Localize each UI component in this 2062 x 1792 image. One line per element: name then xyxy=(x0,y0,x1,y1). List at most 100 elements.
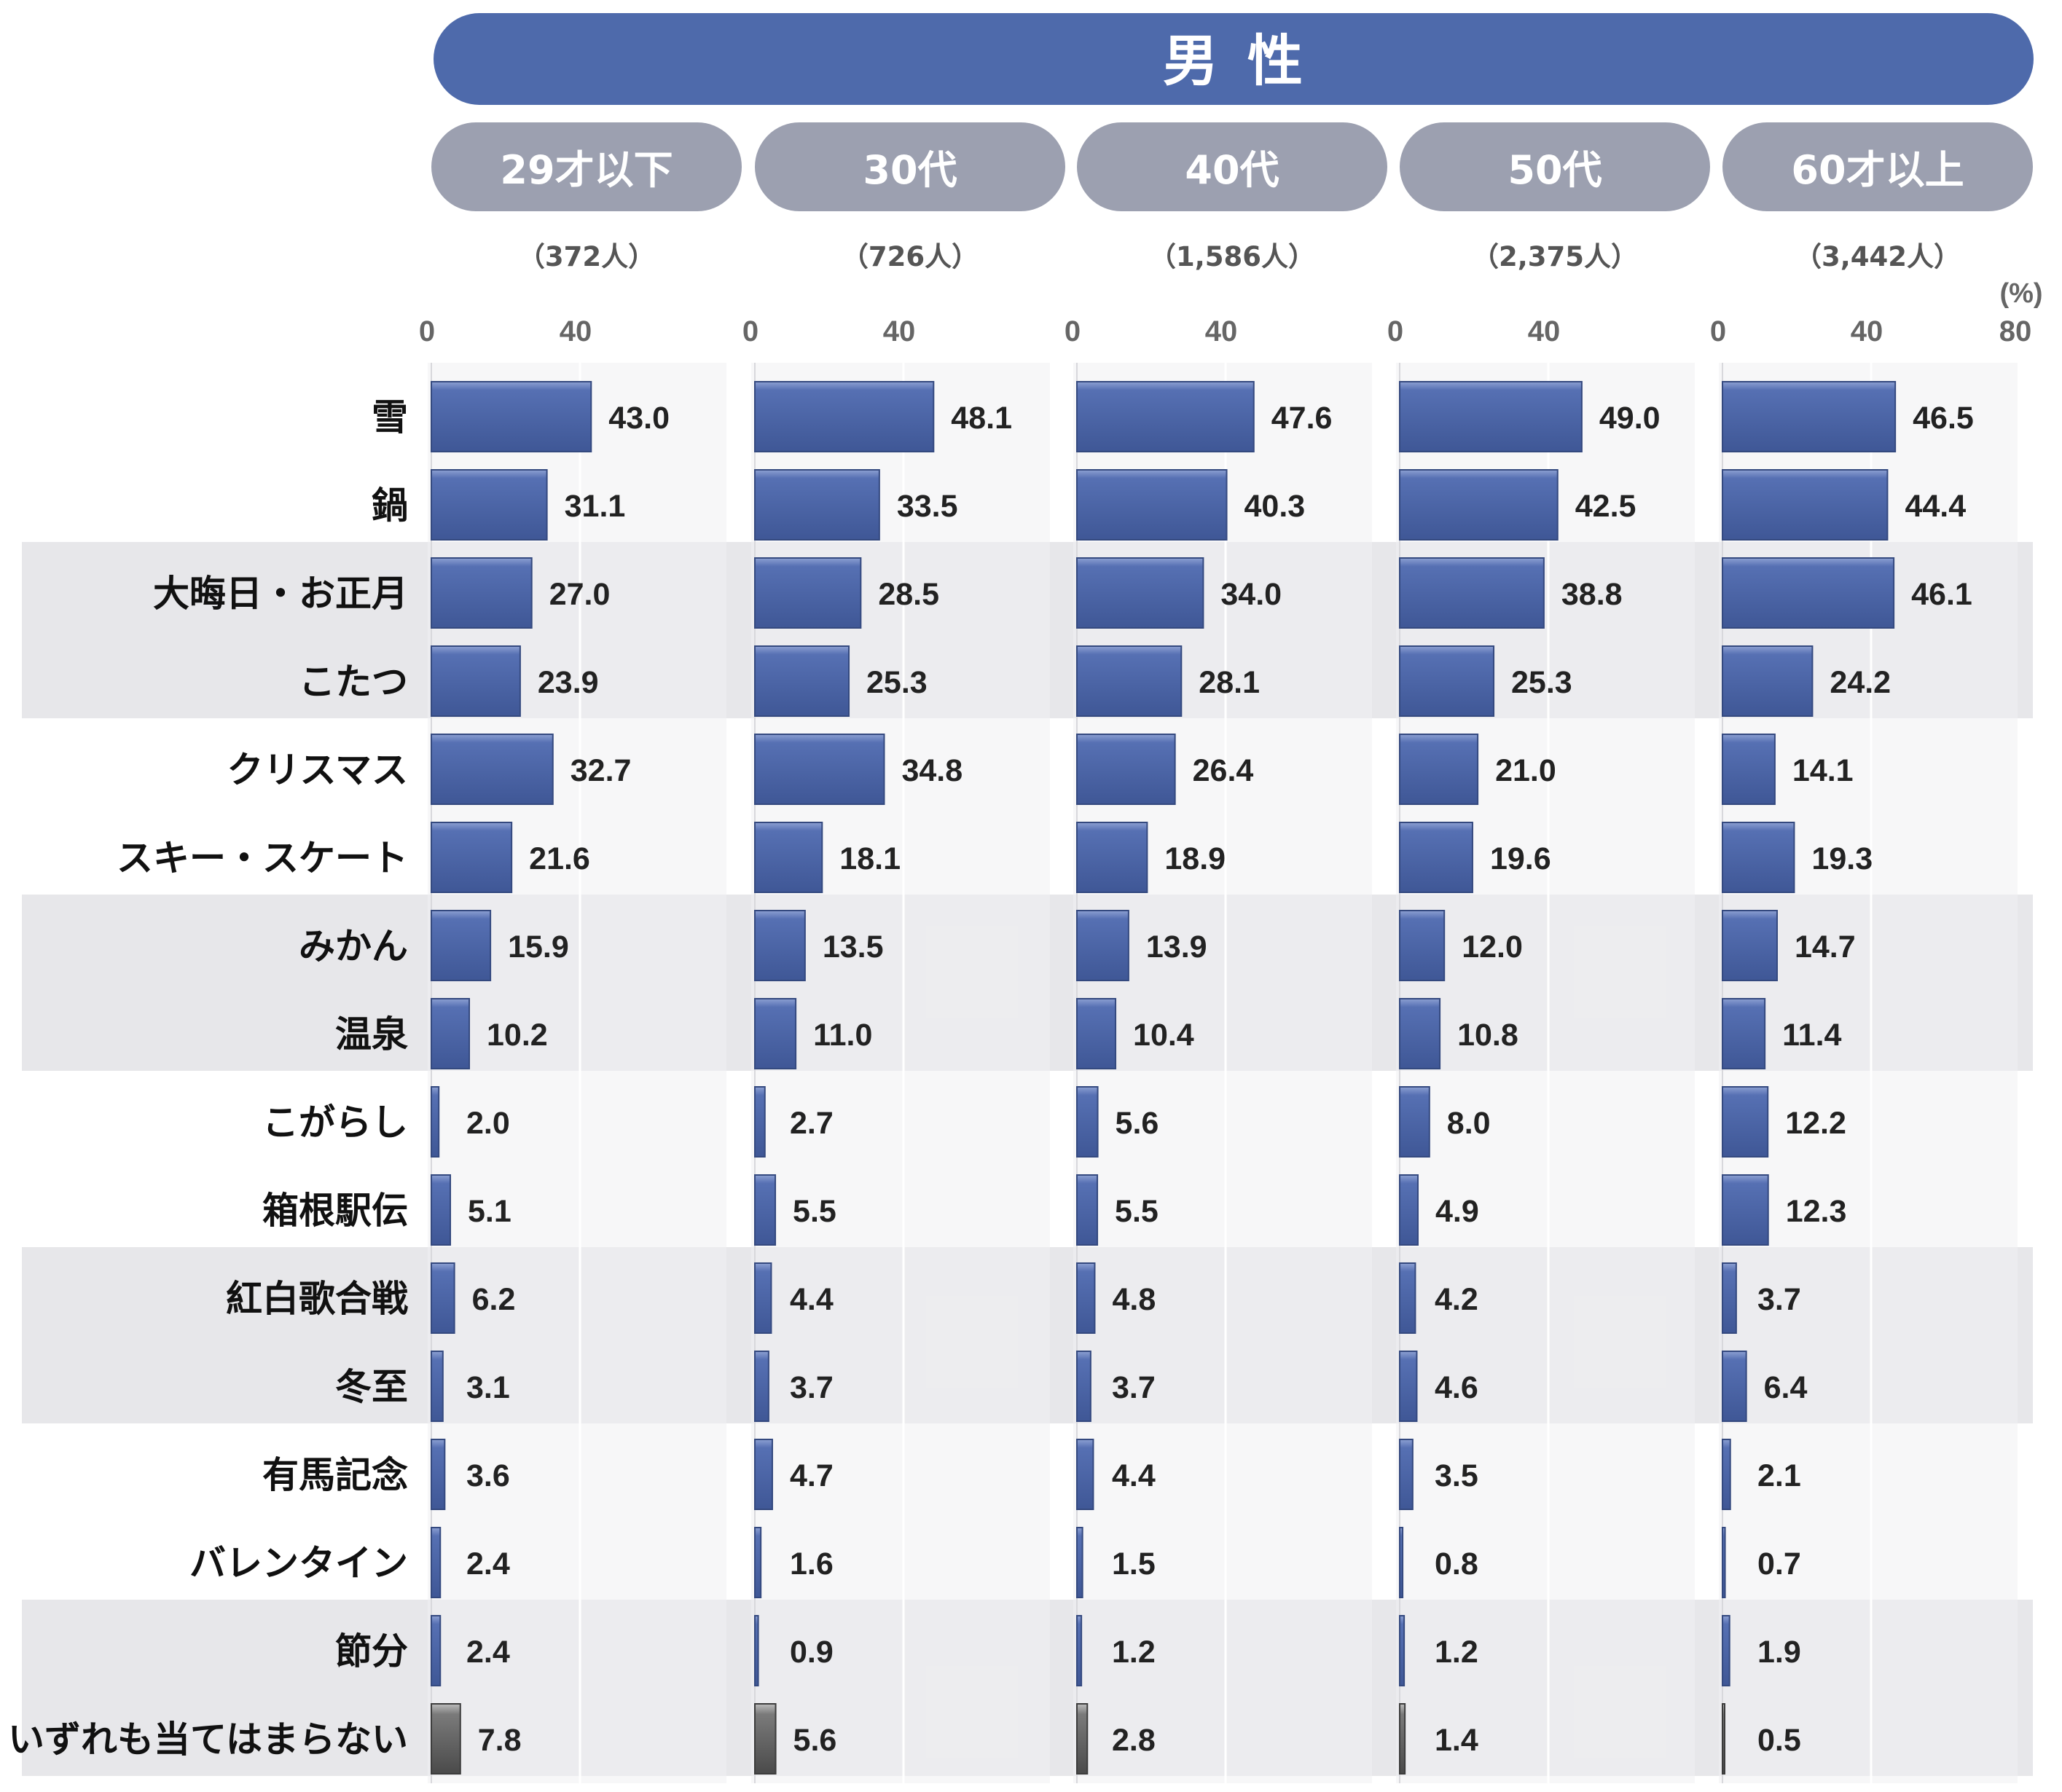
data-label: 3.1 xyxy=(466,1370,510,1405)
category-label: みかん xyxy=(299,925,408,967)
bar xyxy=(431,910,492,981)
data-label: 2.7 xyxy=(790,1106,834,1141)
data-label: 46.1 xyxy=(1911,577,1972,612)
data-label: 10.4 xyxy=(1133,1018,1194,1053)
data-label: 1.2 xyxy=(1112,1635,1156,1670)
data-label: 34.0 xyxy=(1220,577,1282,612)
bar xyxy=(1722,734,1776,805)
bar xyxy=(1399,1615,1406,1686)
data-label: 24.2 xyxy=(1830,665,1891,700)
age-group-label: 30代 xyxy=(863,147,957,193)
data-label: 3.5 xyxy=(1435,1458,1478,1493)
bar xyxy=(1722,910,1778,981)
bar xyxy=(1399,822,1473,893)
age-group-label: 50代 xyxy=(1508,147,1602,193)
gender-banner-title: 男性 xyxy=(1163,28,1332,93)
data-label: 21.6 xyxy=(529,841,590,876)
bar xyxy=(754,910,806,981)
data-label: 0.5 xyxy=(1757,1723,1801,1758)
data-label: 28.5 xyxy=(878,577,939,612)
bar xyxy=(754,998,797,1069)
bar xyxy=(1722,1262,1737,1334)
bar xyxy=(754,645,850,717)
bar xyxy=(754,557,862,629)
data-label: 47.6 xyxy=(1271,401,1333,436)
data-label: 46.5 xyxy=(1913,401,1974,436)
bar xyxy=(1722,645,1814,717)
category-label: 鍋 xyxy=(372,484,408,527)
bar xyxy=(431,1703,461,1775)
bar xyxy=(1076,998,1117,1069)
bar xyxy=(1722,1174,1769,1246)
data-label: 21.0 xyxy=(1495,753,1556,788)
data-label: 4.8 xyxy=(1112,1282,1156,1317)
tick-label: 40 xyxy=(883,315,916,347)
data-label: 32.7 xyxy=(571,753,632,788)
data-label: 6.4 xyxy=(1764,1370,1808,1405)
bar xyxy=(754,1527,762,1598)
age-group-pill xyxy=(1077,122,1387,211)
age-group-label: 40代 xyxy=(1185,147,1279,193)
bar xyxy=(431,1527,442,1598)
bar xyxy=(1076,1351,1091,1422)
bar xyxy=(1399,1351,1418,1422)
gender-banner xyxy=(434,13,2034,105)
bar xyxy=(1399,1527,1404,1598)
age-group-label: 60才以上 xyxy=(1791,147,1964,193)
data-label: 4.4 xyxy=(790,1282,834,1317)
bar xyxy=(1076,1262,1096,1334)
data-label: 48.1 xyxy=(951,401,1012,436)
bar xyxy=(1399,998,1441,1069)
bar xyxy=(1076,1527,1083,1598)
data-label: 14.1 xyxy=(1792,753,1854,788)
bar xyxy=(754,381,935,452)
data-label: 10.2 xyxy=(487,1018,548,1053)
data-label: 44.4 xyxy=(1905,489,1966,524)
tick-label: 40 xyxy=(560,315,592,347)
bar xyxy=(1076,645,1183,717)
bar xyxy=(431,557,533,629)
bar xyxy=(754,1174,777,1246)
bar xyxy=(1399,381,1583,452)
bar xyxy=(1399,557,1545,629)
age-group-label: 29才以下 xyxy=(500,147,673,193)
bar xyxy=(431,645,521,717)
data-label: 6.2 xyxy=(472,1282,516,1317)
bar xyxy=(1399,1086,1430,1158)
bar xyxy=(1399,910,1446,981)
data-label: 13.9 xyxy=(1146,930,1207,964)
bar xyxy=(754,1262,772,1334)
bar xyxy=(431,381,592,452)
data-label: 49.0 xyxy=(1599,401,1661,436)
data-label: 3.7 xyxy=(1112,1370,1156,1405)
bar xyxy=(1399,645,1495,717)
age-group-pill xyxy=(1722,122,2033,211)
data-label: 4.9 xyxy=(1435,1194,1479,1229)
data-label: 34.8 xyxy=(901,753,963,788)
data-label: 33.5 xyxy=(897,489,958,524)
bar xyxy=(1076,557,1204,629)
data-label: 13.5 xyxy=(823,930,884,964)
bar xyxy=(1722,557,1895,629)
bar xyxy=(1722,1615,1730,1686)
unit-label: (%) xyxy=(1999,278,2042,309)
category-label: 冬至 xyxy=(335,1366,408,1408)
data-label: 1.9 xyxy=(1757,1635,1801,1670)
data-label: 7.8 xyxy=(478,1723,522,1758)
bar xyxy=(1076,910,1129,981)
data-label: 0.9 xyxy=(790,1635,834,1670)
data-label: 5.5 xyxy=(793,1194,836,1229)
bar xyxy=(1722,1527,1726,1598)
bar xyxy=(1076,381,1255,452)
data-label: 4.6 xyxy=(1435,1370,1478,1405)
category-label: 大晦日・お正月 xyxy=(153,573,408,615)
data-label: 26.4 xyxy=(1193,753,1254,788)
bar xyxy=(431,1174,452,1246)
bar xyxy=(754,1351,769,1422)
tick-label: 0 xyxy=(1065,315,1081,347)
data-label: 5.6 xyxy=(1116,1106,1159,1141)
category-label: 箱根駅伝 xyxy=(262,1190,408,1232)
bar xyxy=(431,734,554,805)
data-label: 3.7 xyxy=(790,1370,834,1405)
